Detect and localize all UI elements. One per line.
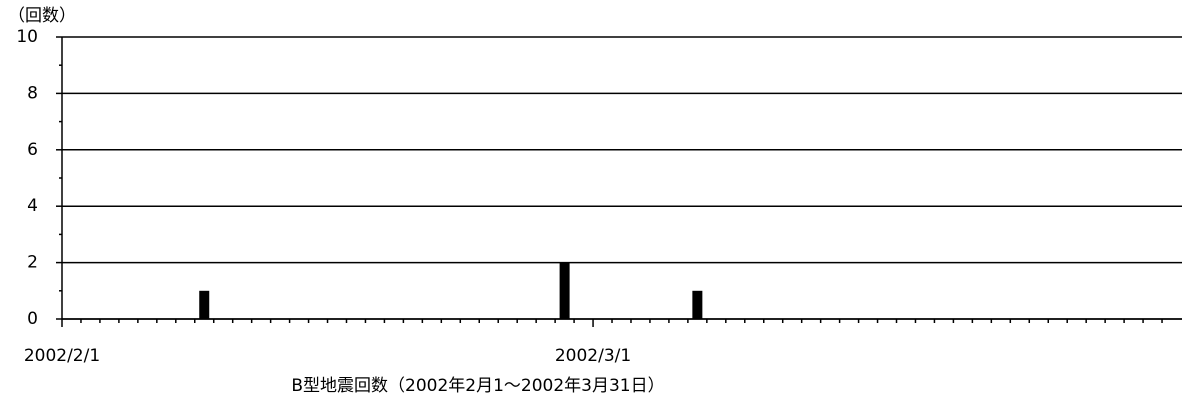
y-tick-label: 0	[27, 309, 38, 329]
x-tick-label: 2002/3/1	[555, 346, 631, 366]
bar	[692, 290, 703, 319]
bar	[199, 290, 210, 319]
bar	[559, 262, 570, 319]
y-axis-label: （回数）	[8, 6, 76, 26]
y-tick-label: 10	[16, 27, 38, 47]
chart-title: B型地震回数（2002年2月1～2002年3月31日）	[291, 376, 664, 396]
y-tick-label: 8	[27, 83, 38, 103]
x-tick-label: 2002/2/1	[24, 346, 100, 366]
y-tick-label: 4	[27, 196, 38, 216]
y-tick-label: 6	[27, 140, 38, 160]
y-tick-label: 2	[27, 253, 38, 273]
